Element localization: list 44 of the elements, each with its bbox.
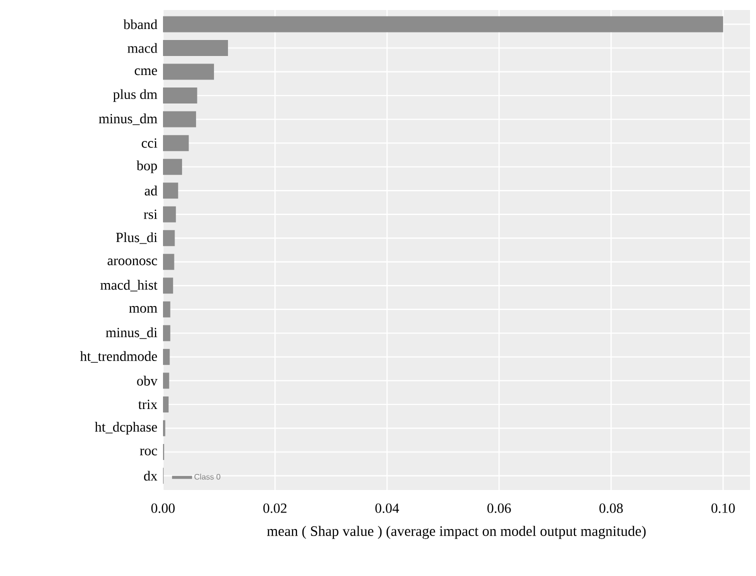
y-tick-label: bop (136, 160, 157, 174)
x-axis-title: mean ( Shap value ) (average impact on model output magnitude) (267, 526, 646, 539)
bar (163, 372, 170, 389)
bar (163, 111, 196, 128)
y-tick-label: minus_dm (98, 114, 158, 126)
bar (163, 88, 198, 104)
bar (163, 158, 182, 175)
y-tick-label: plus dm (113, 89, 158, 102)
y-tick-label: aroonosc (108, 258, 158, 266)
bar (163, 230, 175, 246)
y-tick-label: rsi (144, 210, 158, 220)
x-tick-label: 0.08 (599, 504, 623, 513)
bar (163, 64, 214, 80)
y-tick-label: obv (137, 376, 158, 386)
y-tick-label: cci (142, 138, 158, 148)
y-tick-label: bband (123, 19, 158, 30)
bar (163, 325, 170, 342)
bar (163, 182, 178, 199)
y-tick-label: Plus_di (116, 232, 158, 244)
x-tick-label: 0.04 (375, 504, 400, 513)
bar (163, 206, 176, 222)
y-tick-label: ad (144, 186, 158, 196)
x-tick-label: 0.10 (711, 504, 735, 513)
bar (163, 396, 169, 412)
x-tick-label: 0.02 (263, 504, 286, 513)
y-tick-label: macd_hist (100, 280, 158, 292)
bar (163, 135, 189, 152)
y-tick-label: roc (140, 448, 158, 456)
y-tick-label: minus_di (106, 327, 158, 339)
y-tick-label: cme (134, 68, 157, 76)
y-tick-label: ht_dcphase (94, 422, 157, 435)
y-tick-label: dx (144, 470, 158, 481)
bar (163, 40, 228, 56)
y-tick-label: macd (128, 43, 158, 53)
bar (163, 301, 170, 318)
bar (163, 16, 724, 32)
y-tick-label: ht_trendmode (80, 351, 157, 363)
y-tick-label: mom (129, 306, 158, 313)
bar (163, 254, 174, 270)
y-tick-label: trix (138, 400, 158, 410)
bar (163, 278, 174, 294)
bar (163, 348, 170, 365)
x-tick-label: 0.00 (151, 504, 175, 513)
x-tick-label: 0.06 (487, 504, 511, 513)
